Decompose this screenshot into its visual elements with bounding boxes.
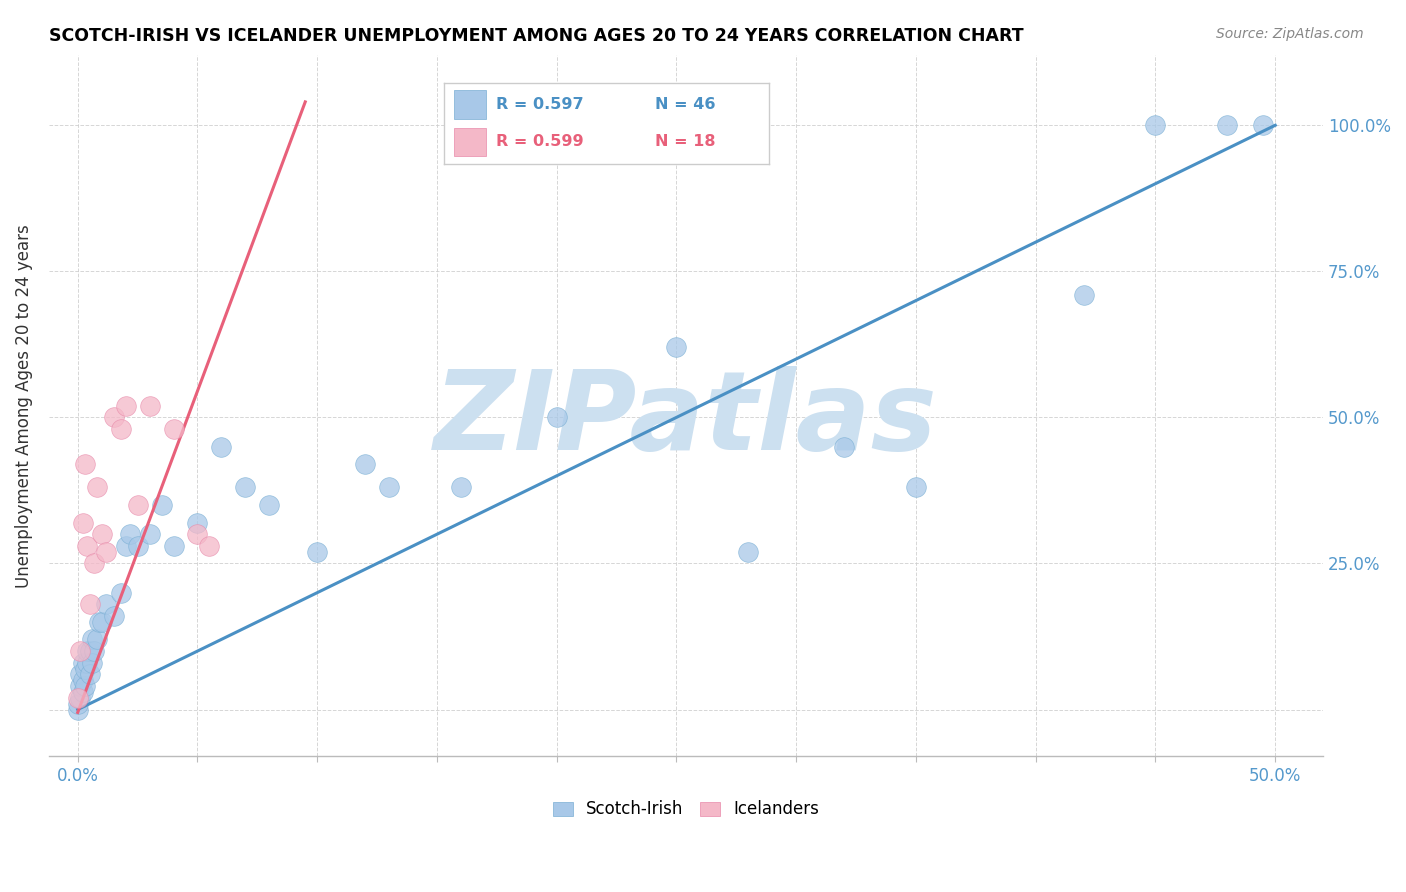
- Point: [76, 539, 98, 553]
- Point: [665, 340, 688, 354]
- Point: [72, 516, 94, 530]
- Point: [66, 690, 89, 705]
- Point: [86, 632, 108, 647]
- Point: [79, 598, 101, 612]
- Point: [110, 585, 132, 599]
- Point: [103, 410, 125, 425]
- Point: [235, 481, 257, 495]
- Point: [150, 498, 173, 512]
- Point: [127, 539, 149, 553]
- Point: [96, 545, 118, 559]
- Point: [69, 644, 91, 658]
- Point: [1251, 118, 1274, 132]
- Point: [103, 609, 125, 624]
- Point: [259, 498, 281, 512]
- Point: [80, 632, 103, 647]
- Point: [96, 598, 118, 612]
- Point: [69, 667, 91, 681]
- Point: [73, 457, 96, 471]
- Point: [79, 644, 101, 658]
- Point: [737, 545, 759, 559]
- Point: [209, 440, 232, 454]
- Y-axis label: Unemployment Among Ages 20 to 24 years: Unemployment Among Ages 20 to 24 years: [15, 224, 32, 588]
- Point: [90, 615, 112, 629]
- Point: [1144, 118, 1167, 132]
- Point: [162, 539, 184, 553]
- Point: [307, 545, 329, 559]
- Point: [76, 656, 98, 670]
- Point: [832, 440, 855, 454]
- Point: [89, 615, 111, 629]
- Point: [138, 527, 160, 541]
- Point: [110, 422, 132, 436]
- Point: [73, 662, 96, 676]
- Point: [69, 679, 91, 693]
- Point: [127, 498, 149, 512]
- Point: [120, 527, 142, 541]
- Point: [450, 481, 472, 495]
- Point: [546, 410, 568, 425]
- Legend: Scotch-Irish, Icelanders: Scotch-Irish, Icelanders: [546, 794, 825, 825]
- Point: [80, 656, 103, 670]
- Point: [162, 422, 184, 436]
- Point: [72, 673, 94, 688]
- Point: [83, 644, 105, 658]
- Text: SCOTCH-IRISH VS ICELANDER UNEMPLOYMENT AMONG AGES 20 TO 24 YEARS CORRELATION CHA: SCOTCH-IRISH VS ICELANDER UNEMPLOYMENT A…: [49, 27, 1024, 45]
- Point: [83, 557, 105, 571]
- Point: [186, 527, 208, 541]
- Point: [76, 644, 98, 658]
- Point: [138, 399, 160, 413]
- Point: [114, 539, 136, 553]
- Point: [1073, 287, 1095, 301]
- Text: ZIPatlas: ZIPatlas: [434, 367, 938, 474]
- Point: [72, 656, 94, 670]
- Point: [378, 481, 401, 495]
- Point: [79, 667, 101, 681]
- Point: [904, 481, 927, 495]
- Point: [354, 457, 377, 471]
- Point: [198, 539, 221, 553]
- Point: [66, 702, 89, 716]
- Point: [72, 685, 94, 699]
- Point: [66, 697, 89, 711]
- Point: [1216, 118, 1239, 132]
- Text: Source: ZipAtlas.com: Source: ZipAtlas.com: [1216, 27, 1364, 41]
- Point: [114, 399, 136, 413]
- Point: [86, 481, 108, 495]
- Point: [73, 679, 96, 693]
- Point: [186, 516, 208, 530]
- Point: [69, 690, 91, 705]
- Point: [90, 527, 112, 541]
